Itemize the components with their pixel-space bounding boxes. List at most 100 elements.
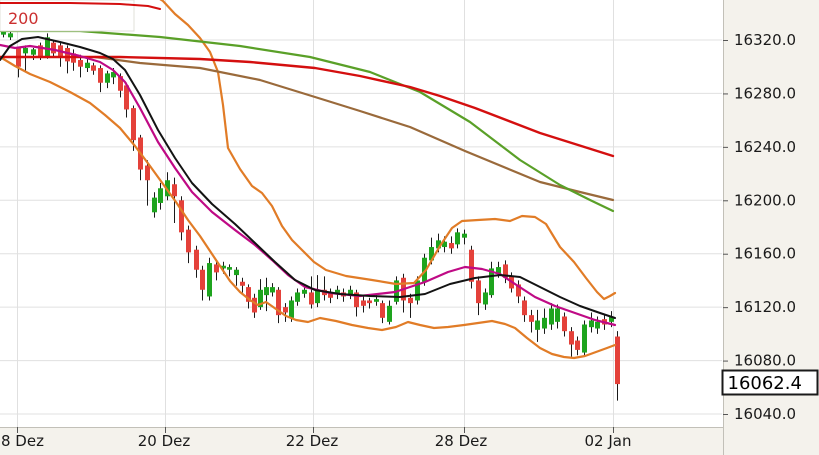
- candle-down: [131, 108, 136, 141]
- candle-up: [549, 308, 554, 325]
- candle-up: [234, 269, 239, 276]
- price-axis-label: 16240.0: [734, 138, 796, 156]
- candle-down: [172, 184, 177, 197]
- candle-down: [118, 76, 123, 91]
- candle-up: [45, 37, 50, 58]
- candle-up: [422, 257, 427, 282]
- candle-down: [91, 65, 96, 71]
- candle-down: [476, 280, 481, 304]
- candle-down: [200, 269, 205, 290]
- candle-down: [408, 297, 413, 304]
- indicator-legend-box[interactable]: [0, 0, 135, 32]
- candle-down: [65, 48, 70, 62]
- candle-down: [469, 249, 474, 282]
- candle-down: [529, 315, 534, 322]
- candle-up: [315, 289, 320, 304]
- candle-up: [264, 287, 269, 296]
- price-axis-label: 16200.0: [734, 191, 796, 209]
- candle-up: [158, 188, 163, 203]
- candle-down: [51, 42, 56, 54]
- candle-up: [429, 247, 434, 261]
- candle-down: [516, 284, 521, 297]
- candle-up: [335, 289, 340, 294]
- candle-up: [589, 320, 594, 328]
- candle-up: [595, 321, 600, 329]
- candle-up: [258, 289, 263, 308]
- candle-down: [214, 264, 219, 273]
- candle-down: [328, 292, 333, 298]
- time-axis-label: 20 Dez: [138, 432, 191, 450]
- candle-down: [575, 340, 580, 350]
- candle-down: [569, 331, 574, 345]
- candle-up: [462, 233, 467, 238]
- candle-up: [348, 289, 353, 296]
- candle-down: [615, 336, 620, 385]
- candle-down: [179, 200, 184, 233]
- candle-up: [535, 320, 540, 330]
- candle-down: [503, 264, 508, 278]
- candle-up: [165, 180, 170, 197]
- candle-down: [449, 243, 454, 249]
- price-axis-label: 16320.0: [734, 31, 796, 49]
- price-axis-label: 16160.0: [734, 245, 796, 263]
- ma-brown-line: [93, 55, 615, 202]
- price-axis-label: 16040.0: [734, 405, 796, 423]
- candle-down: [78, 60, 83, 67]
- time-axis-label: 28 Dez: [435, 432, 488, 450]
- time-axis-panel[interactable]: [0, 428, 723, 455]
- candle-down: [562, 316, 567, 332]
- candle-up: [221, 265, 226, 269]
- candle-down: [309, 292, 314, 305]
- candle-up: [8, 33, 13, 38]
- candle-down: [186, 229, 191, 253]
- candle-up: [207, 263, 212, 297]
- candle-up: [496, 267, 501, 274]
- candle-up: [295, 292, 300, 302]
- plot-area[interactable]: [0, 0, 723, 428]
- time-axis-label: 8 Dez: [1, 432, 44, 450]
- bollinger-lower-band-line: [0, 55, 617, 360]
- ma-200-top-fragment-line: [0, 2, 161, 10]
- last-price-label: 16062.4: [728, 373, 802, 394]
- candle-up: [455, 232, 460, 245]
- candle-up: [436, 240, 441, 249]
- indicator-legend-label[interactable]: 200: [8, 9, 39, 28]
- candle-up: [415, 280, 420, 301]
- price-axis-label: 16280.0: [734, 84, 796, 102]
- ma-black-line: [0, 36, 616, 319]
- ma-200-line: [0, 55, 615, 158]
- candle-up: [609, 316, 614, 322]
- candle-down: [124, 85, 129, 110]
- bollinger-upper-band-line: [0, 0, 617, 301]
- candle-up: [23, 48, 28, 54]
- candle-down: [38, 45, 43, 58]
- candle-down: [276, 289, 281, 316]
- candle-up: [302, 289, 307, 294]
- candle-up: [105, 73, 110, 83]
- time-axis-label: 02 Jan: [585, 432, 632, 450]
- candle-up: [85, 62, 90, 69]
- candle-up: [111, 72, 116, 78]
- price-axis-label: 16120.0: [734, 298, 796, 316]
- candle-up: [374, 299, 379, 302]
- candle-up: [387, 305, 392, 322]
- candle-down: [361, 300, 366, 306]
- candle-up: [483, 292, 488, 305]
- candle-down: [367, 300, 372, 304]
- candle-down: [252, 297, 257, 313]
- candle-down: [354, 292, 359, 308]
- candle-up: [542, 317, 547, 329]
- candle-up: [227, 267, 232, 270]
- candle-up: [152, 197, 157, 213]
- candle-up: [270, 287, 275, 293]
- candle-down: [194, 249, 199, 270]
- candle-up: [442, 241, 447, 248]
- ma-green-line: [0, 29, 615, 213]
- last-price-box: [721, 369, 819, 396]
- candle-down: [283, 307, 288, 313]
- candle-up: [31, 49, 36, 55]
- time-axis-label: 22 Dez: [286, 432, 339, 450]
- candle-down: [145, 165, 150, 181]
